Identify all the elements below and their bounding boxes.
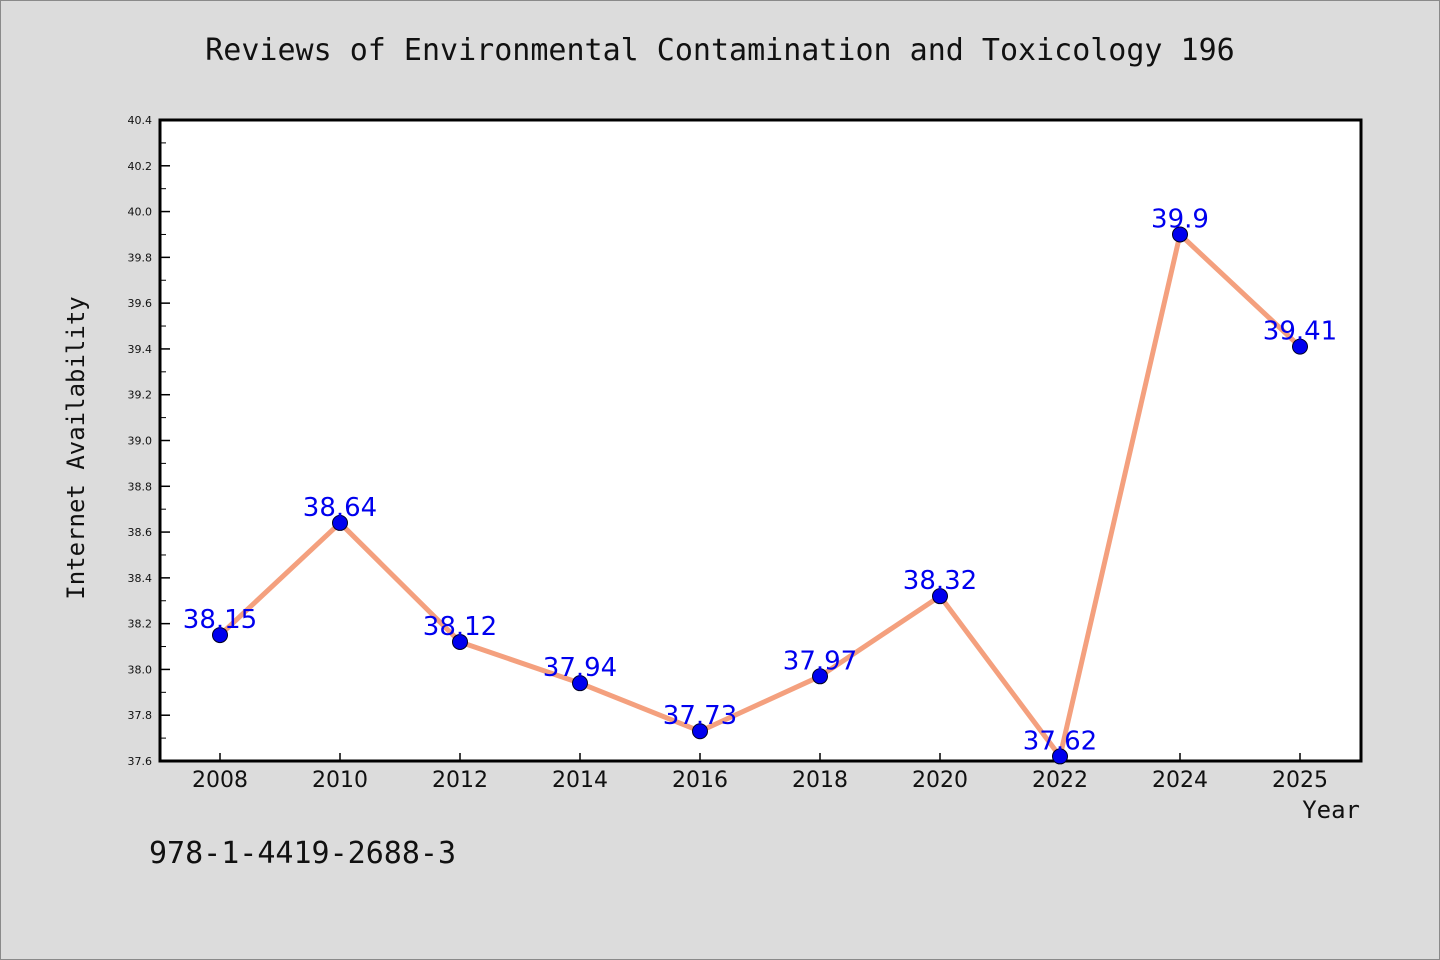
data-label: 37.62 (1023, 726, 1097, 756)
x-tick-label: 2020 (912, 768, 968, 793)
y-tick-label: 37.6 (128, 755, 153, 768)
x-tick-label: 2022 (1032, 768, 1088, 793)
x-tick-label: 2008 (192, 768, 248, 793)
y-tick-label: 37.8 (128, 709, 153, 722)
x-axis-label: Year (1302, 796, 1360, 824)
data-point (812, 668, 828, 685)
data-label: 38.15 (183, 605, 257, 635)
data-label: 39.41 (1263, 317, 1337, 347)
y-tick-label: 38.8 (128, 480, 153, 493)
data-label: 38.12 (423, 612, 497, 642)
data-point (1292, 338, 1308, 355)
data-point (932, 588, 948, 605)
x-tick-label: 2018 (792, 768, 848, 793)
data-label: 38.64 (303, 493, 377, 523)
y-tick-label: 38.4 (128, 572, 153, 585)
x-tick-label: 2025 (1272, 768, 1328, 793)
data-label: 38.32 (903, 566, 977, 596)
data-label: 37.97 (783, 646, 857, 676)
y-tick-label: 38.0 (128, 663, 153, 676)
y-tick-label: 39.2 (128, 389, 153, 402)
data-point (692, 723, 708, 740)
data-point (332, 514, 348, 531)
data-point (1052, 748, 1068, 765)
isbn-text: 978-1-4419-2688-3 (149, 836, 457, 871)
y-tick-label: 40.4 (128, 114, 153, 127)
x-tick-label: 2016 (672, 768, 728, 793)
series-line (217, 231, 1303, 759)
x-tick-label: 2010 (312, 768, 368, 793)
data-label: 37.73 (663, 701, 737, 731)
y-axis: 37.6 37.8 38.0 38.2 38.4 38.6 38.8 39.0 39.2 39.4… (128, 114, 170, 768)
plot-area (158, 118, 1363, 763)
data-point (452, 633, 468, 650)
x-axis: 2008 2010 2012 2014 2016 2018 2020 2022 2024 2025 (192, 753, 1328, 793)
y-tick-label: 40.2 (128, 160, 153, 173)
data-point (572, 675, 588, 692)
data-label: 39.9 (1151, 204, 1209, 234)
y-tick-label: 39.4 (128, 343, 153, 356)
data-label: 37.94 (543, 653, 617, 683)
x-tick-label: 2024 (1152, 768, 1208, 793)
y-tick-label: 38.6 (128, 526, 153, 539)
x-tick-label: 2012 (432, 768, 488, 793)
data-point (212, 627, 228, 644)
y-tick-label: 39.0 (128, 435, 153, 448)
y-tick-label: 39.8 (128, 251, 153, 264)
data-point (1172, 226, 1188, 243)
y-tick-label: 38.2 (128, 618, 153, 631)
data-markers (212, 226, 1308, 765)
data-labels: 38.15 38.64 38.12 37.94 37.73 37.97 38.32 37.62… (183, 204, 1337, 756)
y-tick-label: 40.0 (128, 206, 153, 219)
y-tick-label: 39.6 (128, 297, 153, 310)
chart-title: Reviews of Environmental Contamination a… (205, 33, 1235, 68)
x-tick-label: 2014 (552, 768, 608, 793)
